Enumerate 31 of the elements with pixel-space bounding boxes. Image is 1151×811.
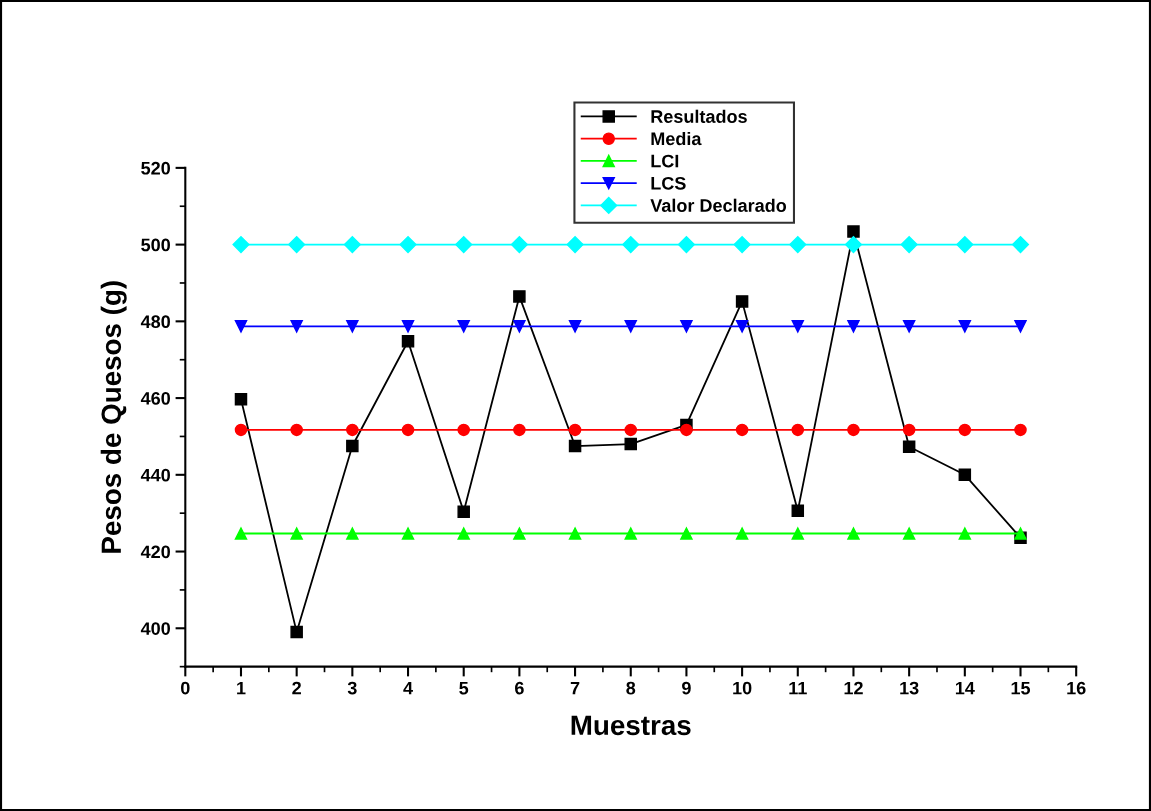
- y-tick-label: 460: [140, 392, 170, 405]
- x-axis-title: Muestras: [571, 715, 691, 736]
- y-tick-label: 500: [141, 238, 170, 252]
- x-tick-label: 2: [292, 681, 301, 695]
- legend-label: LCI: [651, 154, 679, 168]
- y-tick-label: 480: [140, 315, 170, 329]
- x-tick-label: 1: [237, 681, 246, 695]
- legend-label: Media: [651, 131, 702, 146]
- x-tick-label: 16: [1067, 681, 1086, 695]
- y-tick-label: 520: [141, 161, 170, 175]
- x-tick-label: 4: [403, 681, 413, 695]
- x-tick-label: 6: [515, 681, 524, 695]
- x-tick-label: 7: [570, 681, 580, 695]
- x-tick-label: 5: [459, 681, 469, 695]
- y-tick-label: 420: [140, 545, 170, 559]
- x-tick-label: 13: [900, 681, 919, 695]
- x-tick-label: 0: [181, 681, 190, 695]
- legend-label: LCS: [651, 176, 686, 190]
- y-tick-label: 440: [140, 468, 170, 482]
- legend-label: Valor Declarado: [650, 198, 787, 212]
- legend-label: Resultados: [651, 109, 747, 123]
- y-tick-label: 400: [140, 622, 170, 635]
- x-tick-label: 12: [844, 681, 863, 695]
- x-tick-label: 11: [789, 681, 807, 695]
- x-tick-label: 8: [626, 681, 636, 695]
- x-tick-label: 15: [1011, 681, 1031, 695]
- x-tick-label: 14: [955, 681, 975, 695]
- x-tick-label: 9: [682, 681, 691, 695]
- x-tick-label: 3: [347, 681, 357, 695]
- x-tick-label: 10: [733, 681, 752, 695]
- y-axis-title: Pesos de Quesos (g): [100, 281, 127, 553]
